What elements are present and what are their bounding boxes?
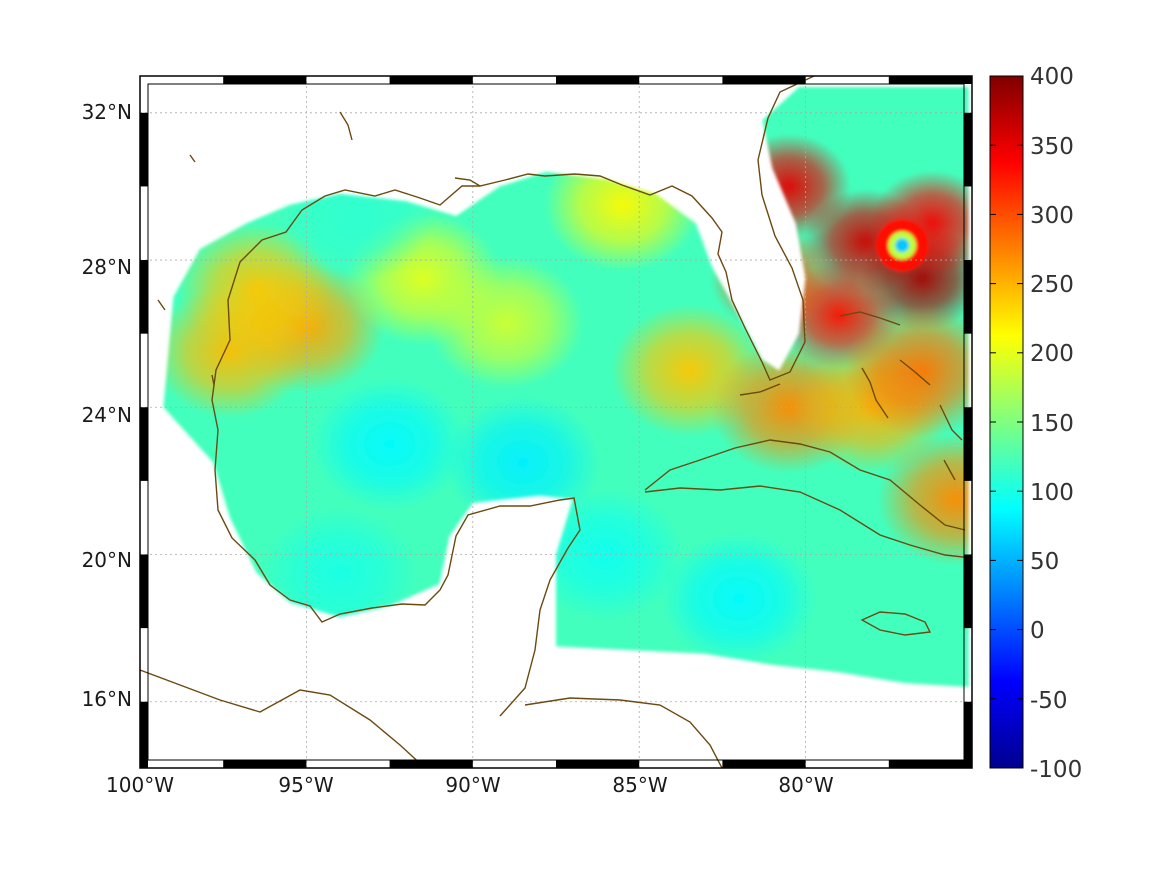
colorbar-label: 300: [1030, 203, 1074, 229]
border-segment-top: [556, 76, 640, 84]
border-segment-bottom: [888, 760, 972, 768]
field-blob: [877, 432, 969, 566]
border-segment-right: [964, 260, 972, 334]
y-tick-label: 24°N: [82, 403, 132, 427]
field-blob: [661, 532, 818, 665]
border-segment-right: [964, 701, 972, 768]
y-tick-label: 20°N: [82, 548, 132, 572]
cuba-coast: [644, 439, 966, 531]
gulf-coast: [211, 76, 815, 471]
florida-keys: [739, 383, 781, 396]
mexico-coast: [214, 469, 581, 717]
border-segment-left: [140, 112, 148, 187]
border-segment-bottom: [223, 760, 307, 768]
colorbar-label: 200: [1030, 341, 1074, 367]
colorbar-label: -50: [1030, 688, 1068, 714]
border-segment-top: [223, 76, 307, 84]
border-segment-bottom: [556, 760, 640, 768]
x-tick-label: 90°W: [445, 773, 500, 797]
colorbar-label: 50: [1030, 549, 1059, 575]
colorbar-ticks: [990, 75, 1023, 769]
cuba-south: [644, 485, 972, 559]
x-tick-label: 85°W: [612, 773, 667, 797]
colorbar-label: -100: [1030, 757, 1082, 783]
colorbar-label: 400: [1030, 64, 1074, 90]
border-segment-left: [140, 407, 148, 481]
bahamas-islands: [839, 311, 963, 481]
x-tick-labels: 100°W 95°W 90°W 85°W 80°W: [106, 773, 834, 797]
coastlines: [140, 76, 972, 768]
border-segment-bottom: [389, 760, 473, 768]
colorbar-label: 0: [1030, 618, 1045, 644]
honduras-coast: [524, 697, 723, 768]
field-blob: [311, 377, 468, 511]
border-segment-left: [140, 701, 148, 768]
louisiana-islands: [157, 111, 481, 386]
x-tick-label: 80°W: [778, 773, 833, 797]
border-segment-top: [722, 76, 806, 84]
y-tick-label: 28°N: [82, 255, 132, 279]
colorbar: 400 350 300 250 200 150 100 50 0 -50 -10…: [989, 64, 1082, 783]
colorbar-label: 250: [1030, 272, 1074, 298]
x-tick-label: 100°W: [106, 773, 174, 797]
field-blob: [444, 396, 601, 529]
colorbar-label: 150: [1030, 411, 1074, 437]
field-blob: [428, 256, 585, 389]
y-tick-label: 16°N: [82, 687, 132, 711]
colorbar-label: 350: [1030, 134, 1074, 160]
x-tick-label: 95°W: [278, 773, 333, 797]
y-tick-labels: 32°N 28°N 24°N 20°N 16°N: [82, 100, 132, 711]
border-segment-right: [964, 407, 972, 481]
border-segment-right: [964, 554, 972, 629]
border-segment-left: [140, 554, 148, 629]
map-border-checker: [140, 76, 972, 768]
border-segment-right: [964, 112, 972, 187]
hurricane-eye: [895, 238, 910, 253]
border-segment-top: [389, 76, 473, 84]
border-segment-bottom: [722, 760, 806, 768]
border-segment-left: [140, 260, 148, 334]
field-blob: [844, 304, 969, 437]
y-tick-label: 32°N: [82, 100, 132, 124]
colorbar-label: 100: [1030, 480, 1074, 506]
jamaica-coast: [860, 611, 932, 636]
central-america-coast: [140, 669, 426, 768]
border-segment-top: [888, 76, 972, 84]
grid-lines: [140, 76, 972, 768]
map-axes: 100°W 95°W 90°W 85°W 80°W 32°N 28°N 24°N…: [82, 75, 973, 797]
